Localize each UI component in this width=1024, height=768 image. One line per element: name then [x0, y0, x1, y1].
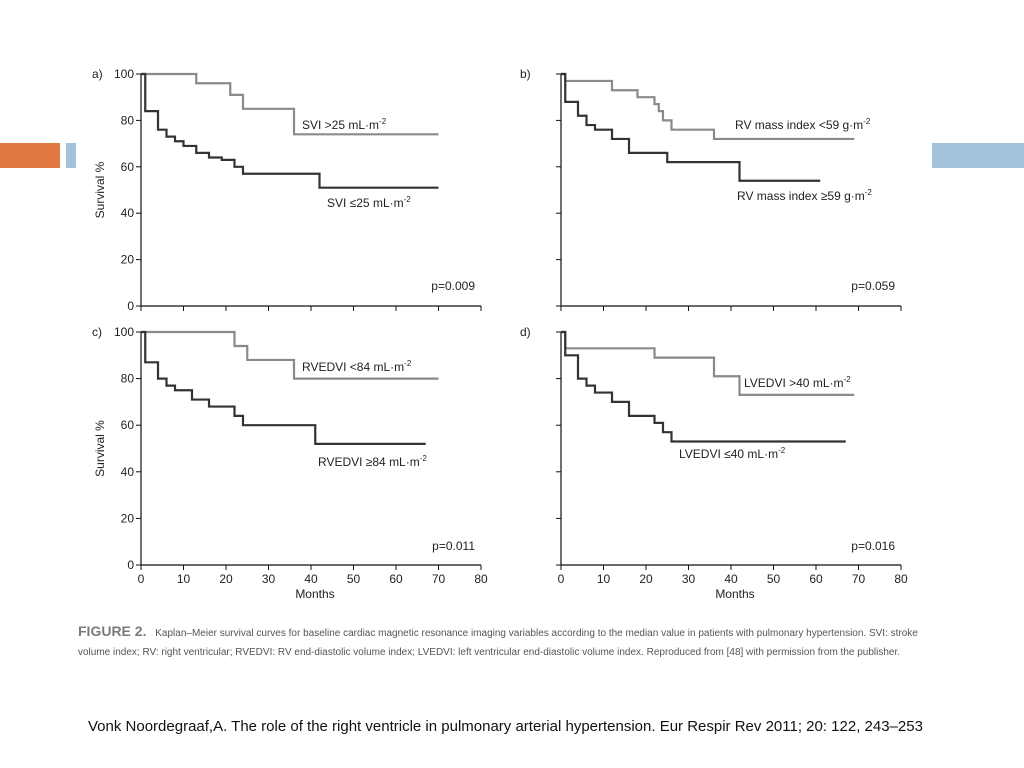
x-tick-label: 10	[597, 572, 611, 586]
survival-curve-low	[141, 72, 439, 189]
x-tick-label: 20	[639, 572, 653, 586]
x-tick-label: 80	[474, 572, 488, 586]
x-tick-label: 60	[389, 572, 403, 586]
x-tick-label: 70	[852, 572, 866, 586]
p-value: p=0.009	[431, 279, 475, 293]
x-tick-label: 40	[304, 572, 318, 586]
x-tick-label: 50	[347, 572, 361, 586]
p-value: p=0.016	[851, 539, 895, 553]
y-tick-label: 40	[121, 206, 135, 220]
y-tick-label: 60	[121, 418, 135, 432]
panel-label: d)	[520, 325, 531, 339]
survival-curve-low	[141, 330, 426, 445]
y-tick-label: 100	[114, 67, 134, 81]
figure-caption-text: Kaplan–Meier survival curves for baselin…	[78, 628, 918, 658]
decorative-orange-bar	[0, 143, 60, 168]
x-tick-label: 70	[432, 572, 446, 586]
x-tick-label: 20	[219, 572, 233, 586]
x-tick-label: 40	[724, 572, 738, 586]
p-value: p=0.059	[851, 279, 895, 293]
y-tick-label: 80	[121, 372, 135, 386]
y-tick-label: 80	[121, 113, 135, 127]
series-label: SVI ≤25 mL·m-2	[327, 195, 411, 210]
panel-label: a)	[92, 67, 103, 81]
x-tick-label: 0	[558, 572, 565, 586]
y-tick-label: 20	[121, 511, 135, 525]
y-axis-label: Survival %	[93, 420, 107, 477]
survival-curve-low	[561, 72, 821, 182]
series-label: LVEDVI ≤40 mL·m-2	[679, 446, 786, 461]
y-tick-label: 60	[121, 160, 135, 174]
survival-curve-high	[141, 72, 439, 136]
citation-text: Vonk Noordegraaf,A. The role of the righ…	[88, 718, 923, 735]
survival-curve-low	[561, 330, 846, 443]
x-tick-label: 30	[682, 572, 696, 586]
survival-curve-high	[561, 72, 855, 141]
x-tick-label: 50	[767, 572, 781, 586]
figure-label: FIGURE 2.	[78, 623, 147, 639]
x-tick-label: 80	[894, 572, 908, 586]
series-label: LVEDVI >40 mL·m-2	[744, 375, 851, 390]
y-tick-label: 20	[121, 253, 135, 267]
series-label: SVI >25 mL·m-2	[302, 117, 387, 132]
y-tick-label: 0	[127, 299, 134, 313]
series-label: RVEDVI ≥84 mL·m-2	[318, 454, 427, 469]
x-tick-label: 60	[809, 572, 823, 586]
decorative-blue-bar-right	[932, 143, 1024, 168]
panel-label: b)	[520, 67, 531, 81]
series-label: RVEDVI <84 mL·m-2	[302, 359, 412, 374]
x-tick-label: 30	[262, 572, 276, 586]
figure-caption: FIGURE 2. Kaplan–Meier survival curves f…	[78, 622, 930, 662]
y-tick-label: 40	[121, 465, 135, 479]
y-axis-label: Survival %	[93, 161, 107, 218]
x-axis-label: Months	[295, 587, 334, 601]
decorative-blue-bar-small	[66, 143, 76, 168]
p-value: p=0.011	[432, 539, 475, 553]
x-tick-label: 0	[138, 572, 145, 586]
series-label: RV mass index ≥59 g·m-2	[737, 188, 872, 203]
survival-curve-high	[141, 330, 439, 380]
series-label: RV mass index <59 g·m-2	[735, 117, 871, 132]
y-tick-label: 0	[127, 558, 134, 572]
x-tick-label: 10	[177, 572, 191, 586]
panel-label: c)	[92, 325, 102, 339]
x-axis-label: Months	[715, 587, 754, 601]
y-tick-label: 100	[114, 325, 134, 339]
